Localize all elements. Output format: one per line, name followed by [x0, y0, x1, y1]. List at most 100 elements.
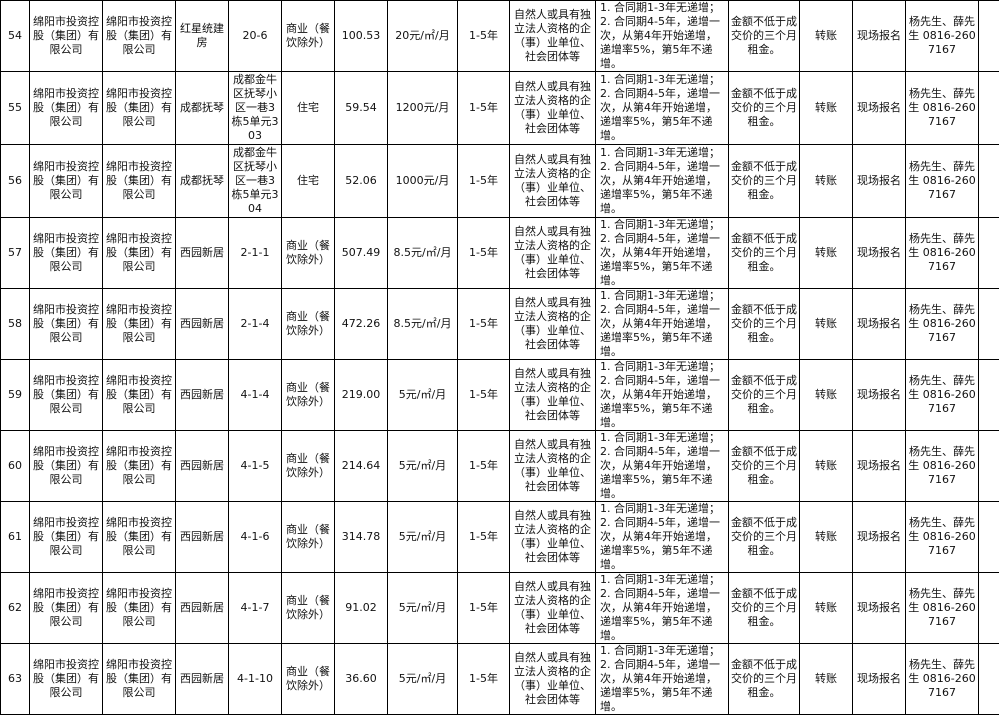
contact-cell: 杨先生、薛先生 0816-2607167: [906, 644, 979, 715]
eligibility-cell: 自然人或具有独立法人资格的企（事）业单位、社会团体等: [510, 360, 596, 431]
owner-cell: 绵阳市投资控股（集团）有限公司: [30, 360, 103, 431]
payment-method-cell: 转账: [800, 1, 853, 72]
row-number: 59: [1, 360, 30, 431]
contact-cell: 杨先生、薛先生 0816-2607167: [906, 72, 979, 145]
payment-method-cell: 转账: [800, 145, 853, 218]
contact-cell: 杨先生、薛先生 0816-2607167: [906, 360, 979, 431]
payment-method-cell: 转账: [800, 502, 853, 573]
eligibility-cell: 自然人或具有独立法人资格的企（事）业单位、社会团体等: [510, 502, 596, 573]
area-cell: 472.26: [335, 289, 388, 360]
price-cell: 5元/㎡/月: [388, 573, 458, 644]
payment-method-cell: 转账: [800, 573, 853, 644]
eligibility-cell: 自然人或具有独立法人资格的企（事）业单位、社会团体等: [510, 644, 596, 715]
price-cell: 20元/㎡/月: [388, 1, 458, 72]
row-number: 61: [1, 502, 30, 573]
deposit-cell: 金额不低于成交价的三个月租金。: [729, 72, 800, 145]
registration-method-cell: 现场报名: [853, 1, 906, 72]
registration-method-cell: 现场报名: [853, 573, 906, 644]
unit-cell: 20-6: [229, 1, 282, 72]
lessor-cell: 绵阳市投资控股（集团）有限公司: [103, 218, 176, 289]
location-cell: 成都抚琴: [176, 72, 229, 145]
row-number: 62: [1, 573, 30, 644]
payment-method-cell: 转账: [800, 289, 853, 360]
row-number: 55: [1, 72, 30, 145]
area-cell: 507.49: [335, 218, 388, 289]
rent-increase-cell: 1. 合同期1-3年无递增；2. 合同期4-5年，递增一次，从第4年开始递增，递…: [596, 218, 729, 289]
rent-increase-cell: 1. 合同期1-3年无递增；2. 合同期4-5年，递增一次，从第4年开始递增，递…: [596, 145, 729, 218]
unit-cell: 2-1-4: [229, 289, 282, 360]
use-cell: 商业（餐饮除外）: [282, 644, 335, 715]
registration-method-cell: 现场报名: [853, 218, 906, 289]
unit-cell: 4-1-4: [229, 360, 282, 431]
eligibility-cell: 自然人或具有独立法人资格的企（事）业单位、社会团体等: [510, 145, 596, 218]
unit-cell: 成都金牛区抚琴小区一巷3栋5单元303: [229, 72, 282, 145]
use-cell: 住宅: [282, 72, 335, 145]
eligibility-cell: 自然人或具有独立法人资格的企（事）业单位、社会团体等: [510, 573, 596, 644]
empty-cell: [979, 1, 999, 72]
owner-cell: 绵阳市投资控股（集团）有限公司: [30, 289, 103, 360]
price-cell: 1000元/月: [388, 145, 458, 218]
empty-cell: [979, 145, 999, 218]
deposit-cell: 金额不低于成交价的三个月租金。: [729, 218, 800, 289]
registration-method-cell: 现场报名: [853, 72, 906, 145]
location-cell: 西园新居: [176, 502, 229, 573]
empty-cell: [979, 573, 999, 644]
rent-increase-cell: 1. 合同期1-3年无递增；2. 合同期4-5年，递增一次，从第4年开始递增，递…: [596, 289, 729, 360]
payment-method-cell: 转账: [800, 360, 853, 431]
empty-cell: [979, 644, 999, 715]
area-cell: 314.78: [335, 502, 388, 573]
contact-cell: 杨先生、薛先生 0816-2607167: [906, 1, 979, 72]
deposit-cell: 金额不低于成交价的三个月租金。: [729, 360, 800, 431]
lessor-cell: 绵阳市投资控股（集团）有限公司: [103, 644, 176, 715]
registration-method-cell: 现场报名: [853, 502, 906, 573]
price-cell: 8.5元/㎡/月: [388, 218, 458, 289]
rent-increase-cell: 1. 合同期1-3年无递增；2. 合同期4-5年，递增一次，从第4年开始递增，递…: [596, 1, 729, 72]
owner-cell: 绵阳市投资控股（集团）有限公司: [30, 573, 103, 644]
registration-method-cell: 现场报名: [853, 360, 906, 431]
deposit-cell: 金额不低于成交价的三个月租金。: [729, 289, 800, 360]
empty-cell: [979, 431, 999, 502]
location-cell: 西园新居: [176, 644, 229, 715]
deposit-cell: 金额不低于成交价的三个月租金。: [729, 1, 800, 72]
deposit-cell: 金额不低于成交价的三个月租金。: [729, 573, 800, 644]
lessor-cell: 绵阳市投资控股（集团）有限公司: [103, 360, 176, 431]
deposit-cell: 金额不低于成交价的三个月租金。: [729, 145, 800, 218]
term-cell: 1-5年: [458, 1, 510, 72]
owner-cell: 绵阳市投资控股（集团）有限公司: [30, 431, 103, 502]
registration-method-cell: 现场报名: [853, 289, 906, 360]
lessor-cell: 绵阳市投资控股（集团）有限公司: [103, 289, 176, 360]
term-cell: 1-5年: [458, 72, 510, 145]
owner-cell: 绵阳市投资控股（集团）有限公司: [30, 145, 103, 218]
row-number: 54: [1, 1, 30, 72]
use-cell: 商业（餐饮除外）: [282, 1, 335, 72]
contact-cell: 杨先生、薛先生 0816-2607167: [906, 431, 979, 502]
contact-cell: 杨先生、薛先生 0816-2607167: [906, 573, 979, 644]
row-number: 57: [1, 218, 30, 289]
term-cell: 1-5年: [458, 431, 510, 502]
lessor-cell: 绵阳市投资控股（集团）有限公司: [103, 502, 176, 573]
location-cell: 西园新居: [176, 431, 229, 502]
use-cell: 商业（餐饮除外）: [282, 360, 335, 431]
payment-method-cell: 转账: [800, 72, 853, 145]
unit-cell: 2-1-1: [229, 218, 282, 289]
contact-cell: 杨先生、薛先生 0816-2607167: [906, 289, 979, 360]
price-cell: 5元/㎡/月: [388, 644, 458, 715]
price-cell: 5元/㎡/月: [388, 502, 458, 573]
unit-cell: 4-1-5: [229, 431, 282, 502]
payment-method-cell: 转账: [800, 218, 853, 289]
area-cell: 36.60: [335, 644, 388, 715]
row-number: 60: [1, 431, 30, 502]
term-cell: 1-5年: [458, 289, 510, 360]
unit-cell: 4-1-10: [229, 644, 282, 715]
unit-cell: 成都金牛区抚琴小区一巷3栋5单元304: [229, 145, 282, 218]
eligibility-cell: 自然人或具有独立法人资格的企（事）业单位、社会团体等: [510, 431, 596, 502]
term-cell: 1-5年: [458, 573, 510, 644]
eligibility-cell: 自然人或具有独立法人资格的企（事）业单位、社会团体等: [510, 1, 596, 72]
area-cell: 214.64: [335, 431, 388, 502]
